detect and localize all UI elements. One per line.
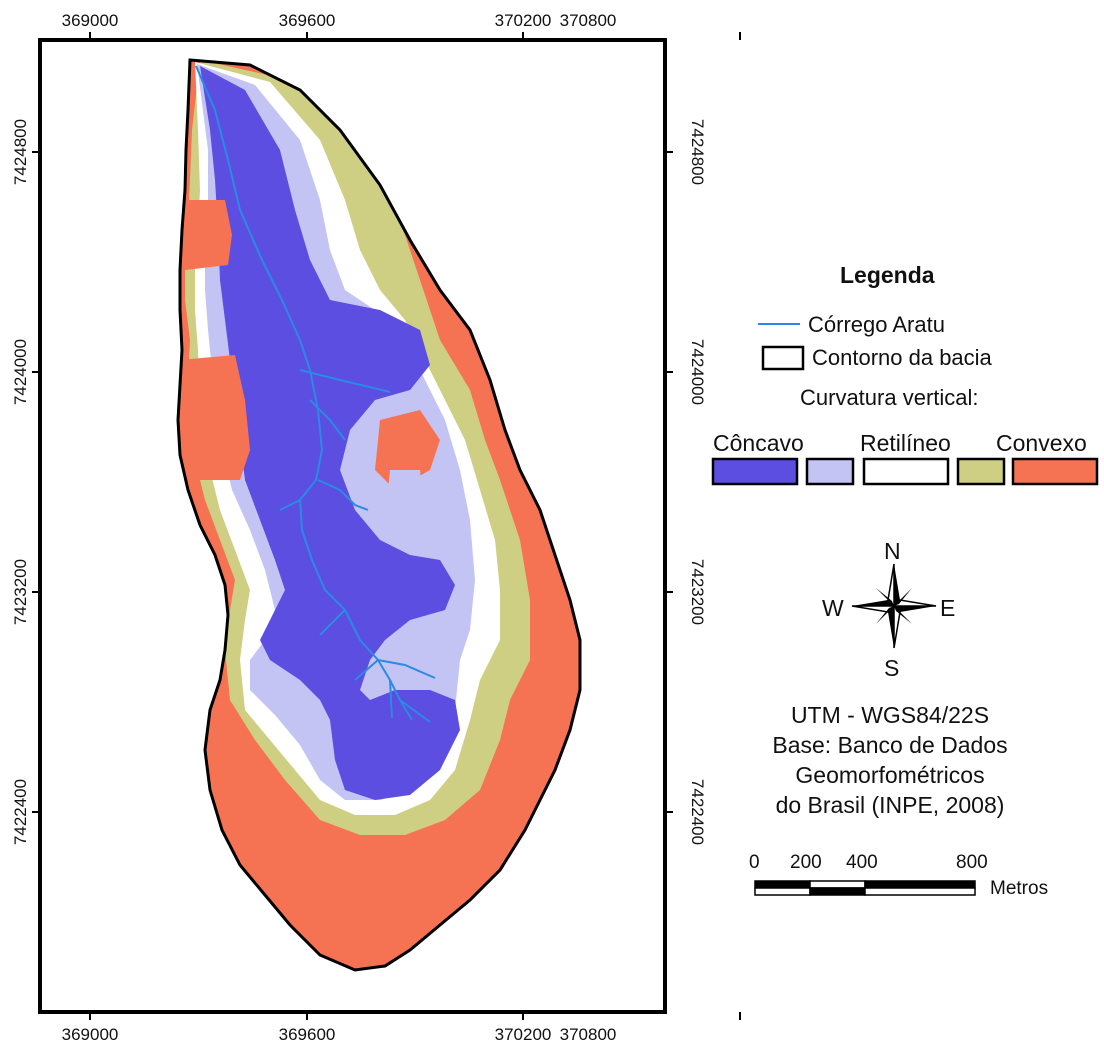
swatch-convex [1011, 457, 1099, 486]
projection-info: UTM - WGS84/22S Base: Banco de Dados Geo… [735, 700, 1045, 820]
concave-zone [200, 66, 460, 800]
legend-class-concave: Côncavo [713, 430, 804, 456]
y-tick-right-1: 7424800 [688, 119, 707, 185]
stream-branch-7 [377, 659, 436, 679]
projection-line-1: UTM - WGS84/22S [790, 702, 990, 728]
swatch-slightly-convex [956, 457, 1006, 486]
x-tick-bottom-4: 370800 [560, 1025, 617, 1044]
stream-branch-4 [279, 499, 301, 511]
scale-label-800: 800 [956, 852, 988, 873]
x-tick-top-3: 370200 [495, 11, 552, 30]
swatch-rectilinear [862, 457, 950, 486]
legend-class-swatches [711, 457, 1099, 486]
stream-main [195, 65, 413, 721]
y-tick-right-2: 7424000 [688, 339, 707, 405]
compass-east-label: E [940, 595, 956, 621]
stream-branch-9 [399, 699, 431, 723]
scale-label-400: 400 [846, 852, 878, 873]
legend-boundary-label: Contorno da bacia [812, 345, 992, 370]
projection-line-3: Geomorfométricos [795, 762, 985, 788]
curvature-raster [178, 60, 580, 970]
convex-patch-w [180, 355, 250, 480]
scale-label-0: 0 [749, 852, 760, 873]
stream-branch-1 [299, 369, 391, 393]
y-tick-left-2: 7424000 [11, 339, 30, 405]
x-tick-top-2: 369600 [279, 11, 336, 30]
x-tick-bottom-3: 370200 [495, 1025, 552, 1044]
projection-line-2: Base: Banco de Dados [772, 732, 1008, 758]
legend-stream-label: Córrego Aratu [808, 312, 945, 337]
scale-label-200: 200 [790, 852, 822, 873]
compass-rose-icon [851, 563, 937, 649]
legend-boundary-symbol [761, 345, 805, 371]
y-tick-right-4: 7422400 [688, 779, 707, 845]
concave-patch-center [385, 470, 425, 540]
stream-branch-5 [319, 609, 346, 636]
swatch-slightly-concave [805, 457, 855, 486]
scale-unit-label: Metros [990, 878, 1049, 899]
swatch-concave [711, 457, 799, 486]
legend-curvature-title: Curvatura vertical: [800, 385, 979, 410]
compass-north-label: N [884, 538, 901, 564]
y-tick-left-1: 7424800 [11, 119, 30, 185]
legend-class-rectilinear: Retilíneo [860, 430, 951, 456]
basin-boundary [176, 58, 582, 972]
stream-branch-2 [309, 399, 346, 441]
x-tick-top-4: 370800 [560, 11, 617, 30]
stream-branch-8 [389, 679, 393, 719]
compass-south-label: S [884, 655, 900, 681]
legend-title: Legenda [840, 262, 935, 288]
x-tick-bottom-2: 369600 [279, 1025, 336, 1044]
scale-bar [754, 880, 976, 896]
x-tick-bottom-1: 369000 [62, 1025, 119, 1044]
projection-line-4: do Brasil (INPE, 2008) [775, 792, 1005, 818]
stream-branch-6 [354, 659, 379, 681]
stream-branch-3 [317, 479, 369, 511]
stream-network [195, 65, 436, 723]
x-tick-top-1: 369000 [62, 11, 119, 30]
y-tick-left-4: 7422400 [11, 779, 30, 845]
legend-class-convex: Convexo [996, 430, 1087, 456]
y-tick-left-3: 7423200 [11, 559, 30, 625]
convex-patch-nw [180, 200, 232, 270]
tick-marks [32, 32, 741, 1020]
y-tick-right-3: 7423200 [688, 559, 707, 625]
compass-west-label: W [822, 595, 844, 621]
